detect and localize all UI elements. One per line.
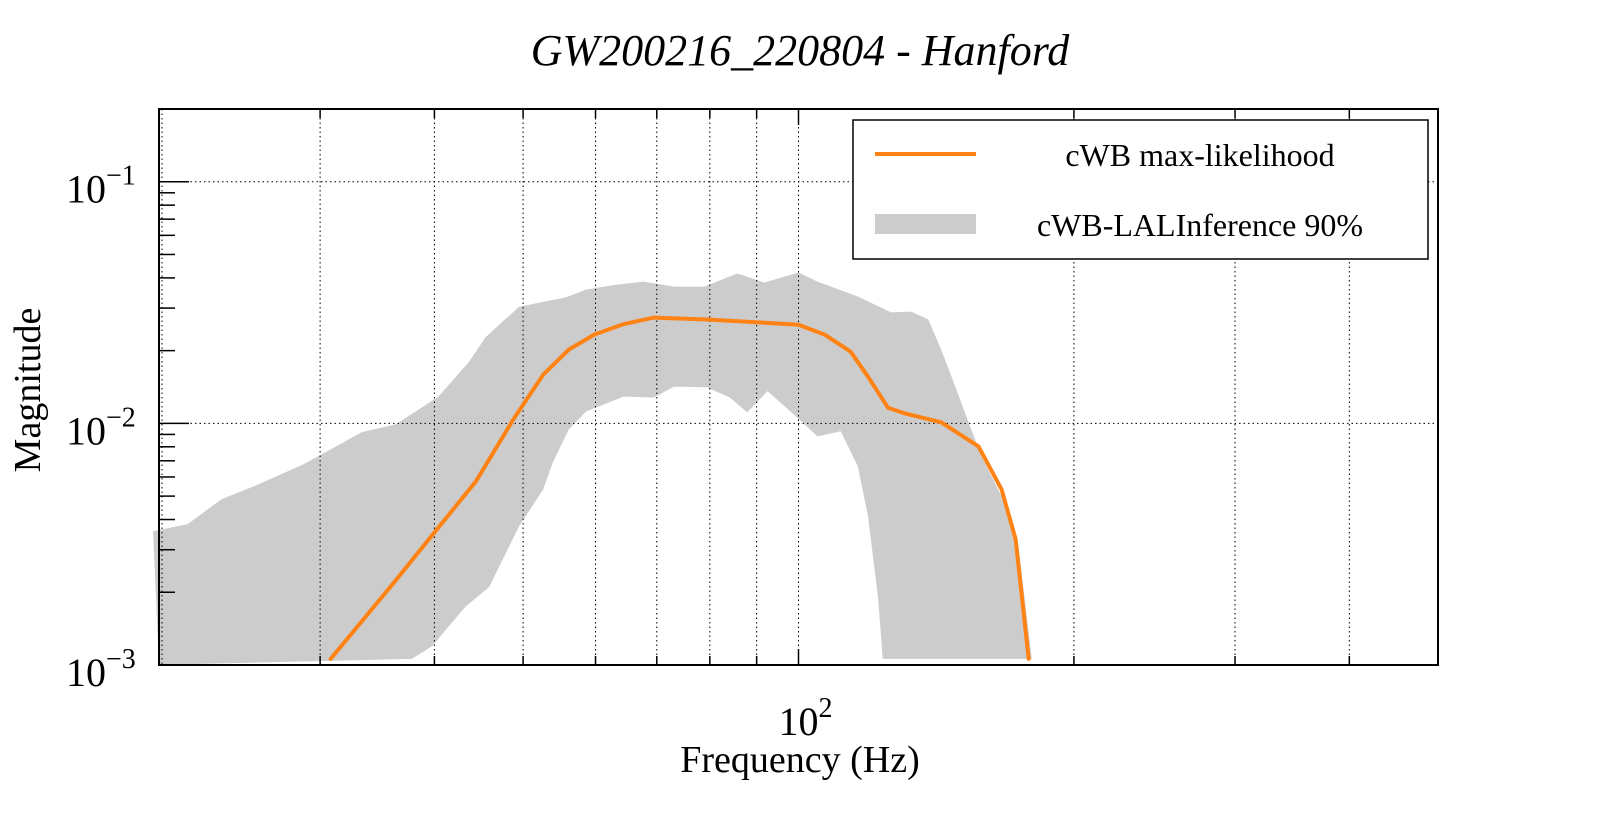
y-tick-labels: 10−110−210−3 bbox=[66, 161, 136, 695]
legend-label-band: cWB-LALInference 90% bbox=[1037, 207, 1363, 243]
chart-title: GW200216_220804 - Hanford bbox=[531, 26, 1071, 75]
tick-layer bbox=[159, 108, 1351, 666]
confidence-band bbox=[153, 272, 1032, 665]
x-axis-label: Frequency (Hz) bbox=[680, 739, 920, 781]
y-tick-label-exponent: −1 bbox=[106, 161, 136, 192]
y-tick-label-base: 10 bbox=[66, 408, 106, 453]
x-tick-labels: 102 bbox=[779, 693, 833, 744]
series-line-layer bbox=[328, 315, 1031, 661]
y-tick-label: 10−2 bbox=[66, 402, 136, 453]
max-likelihood-line bbox=[328, 315, 1031, 661]
y-tick-label: 10−3 bbox=[66, 644, 136, 695]
grid-layer bbox=[159, 109, 1438, 665]
y-tick-label-base: 10 bbox=[66, 167, 106, 212]
legend-swatch-band bbox=[875, 214, 976, 234]
legend-box bbox=[852, 119, 1429, 260]
legend: cWB max-likelihood cWB-LALInference 90% bbox=[852, 119, 1429, 260]
y-tick-label-exponent: −2 bbox=[106, 402, 136, 433]
plot-frame bbox=[158, 108, 1439, 666]
plot-area bbox=[153, 108, 1439, 666]
y-tick-label: 10−1 bbox=[66, 161, 136, 212]
y-tick-label-base: 10 bbox=[66, 650, 106, 695]
legend-label-max-likelihood: cWB max-likelihood bbox=[1065, 137, 1334, 173]
x-tick-label-base: 10 bbox=[779, 699, 819, 744]
y-axis-label: Magnitude bbox=[7, 308, 49, 473]
y-tick-label-exponent: −3 bbox=[106, 644, 136, 675]
x-tick-label-exponent: 2 bbox=[819, 693, 833, 724]
confidence-band-layer bbox=[153, 272, 1032, 665]
x-tick-label: 102 bbox=[779, 693, 833, 744]
